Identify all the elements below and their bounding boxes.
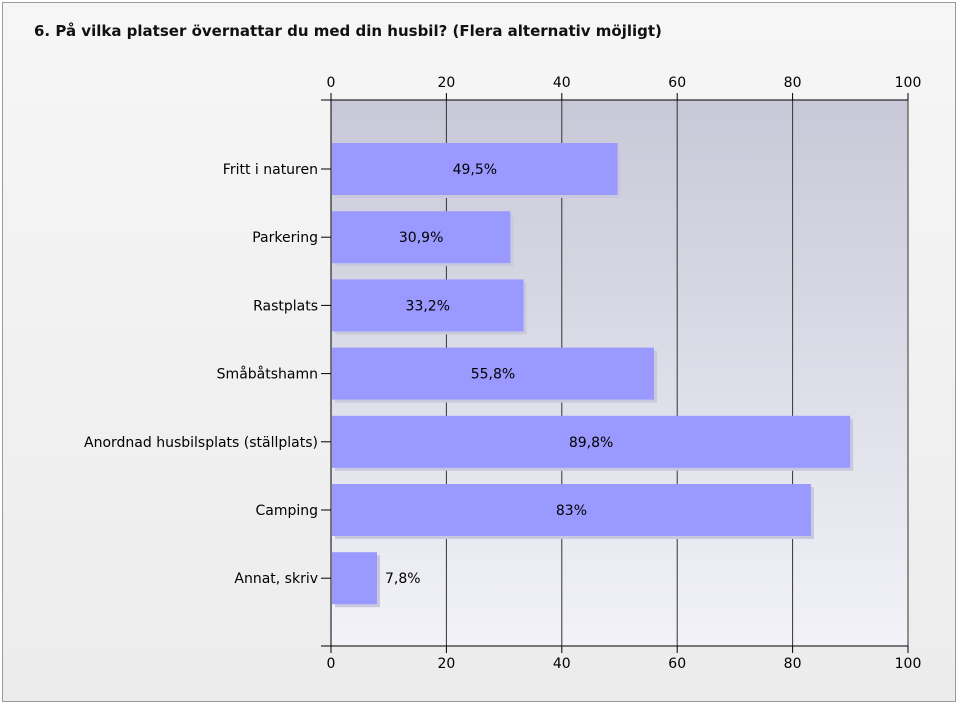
category-label: Camping [255,503,318,519]
tick-label-bottom: 80 [784,656,802,672]
category-label: Annat, skriv [234,571,318,587]
value-label: 33,2% [406,298,450,314]
tick-label-bottom: 40 [553,656,571,672]
bar [332,484,811,536]
value-label: 83% [556,503,587,519]
tick-label-bottom: 0 [327,656,336,672]
tick-label-bottom: 100 [895,656,922,672]
value-label: 7,8% [385,571,421,587]
category-label: Anordnad husbilsplats (ställplats) [84,435,318,451]
bar [332,347,654,400]
value-label: 49,5% [453,162,497,178]
tick-label-top: 20 [437,75,455,91]
category-label: Parkering [252,230,318,246]
bar [332,415,851,468]
tick-label-bottom: 20 [437,656,455,672]
tick-label-bottom: 60 [668,656,686,672]
value-label: 55,8% [471,367,515,383]
value-label: 30,9% [399,230,443,246]
tick-label-top: 60 [668,75,686,91]
category-label: Fritt i naturen [223,162,318,178]
bar [332,552,378,605]
bar [332,279,524,332]
tick-label-top: 80 [784,75,802,91]
tick-label-top: 0 [327,75,336,91]
category-label: Småbåtshamn [217,366,318,383]
tick-label-top: 40 [553,75,571,91]
category-label: Rastplats [253,298,318,314]
tick-label-top: 100 [895,75,922,91]
bar [332,211,511,264]
bar [332,143,618,195]
value-label: 89,8% [569,435,613,451]
chart-title: 6. På vilka platser övernattar du med di… [34,22,662,40]
